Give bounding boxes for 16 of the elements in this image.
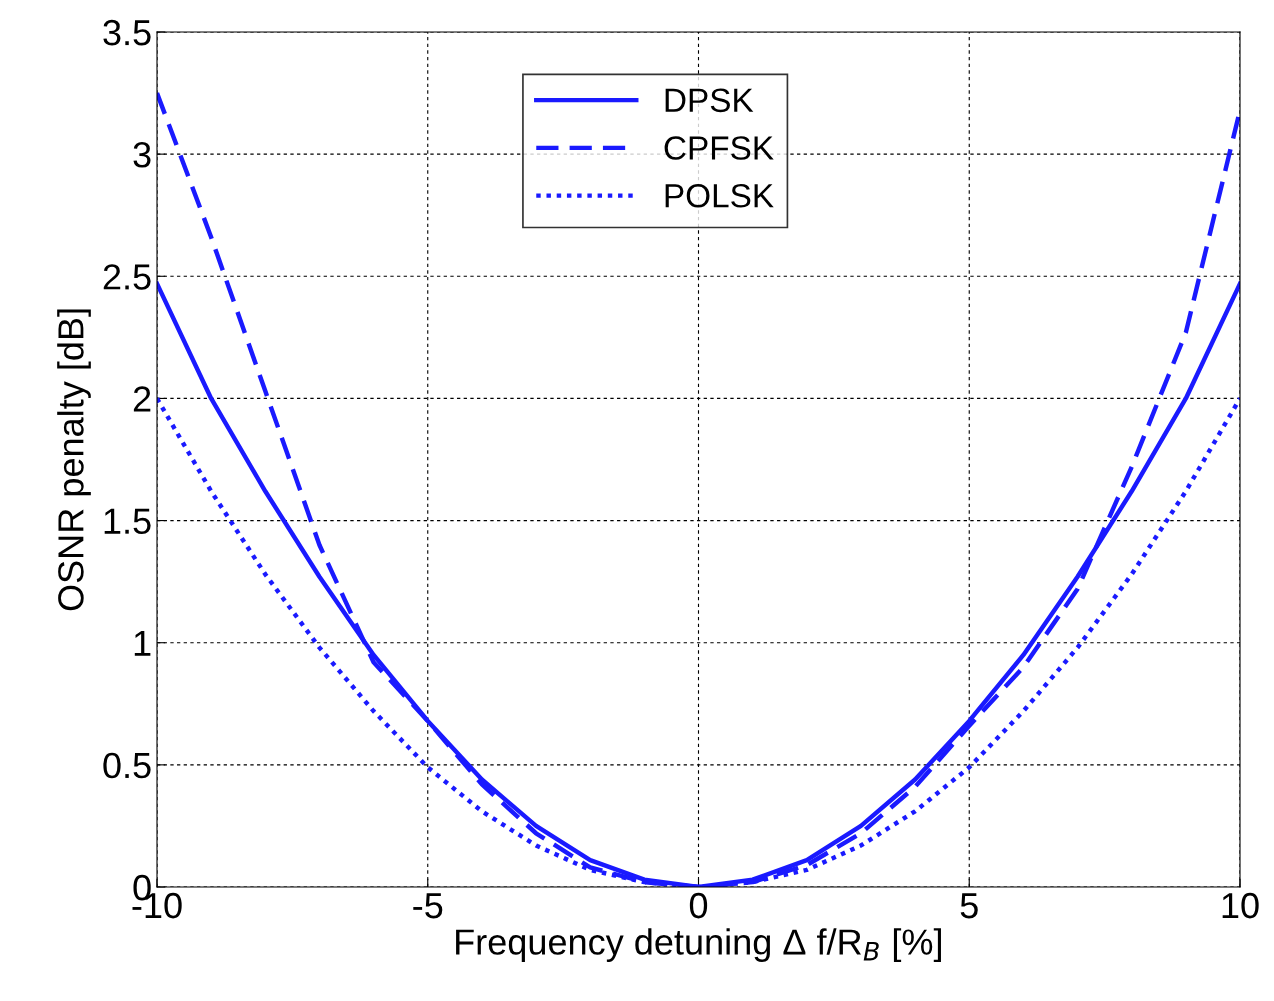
legend-label: POLSK bbox=[665, 184, 774, 208]
x-tick-label: 0 bbox=[689, 892, 708, 919]
y-tick-label: 2 bbox=[133, 386, 151, 412]
y-tick-label: 1.5 bbox=[104, 508, 151, 535]
y-tick-label: 3 bbox=[133, 142, 151, 168]
x-tick-label: 5 bbox=[960, 893, 978, 919]
y-tick-label: 2.5 bbox=[103, 264, 151, 290]
x-tick-label: -5 bbox=[413, 893, 443, 919]
x-axis-title: Frequency detuning Δ f/R$_{B}$ [%] bbox=[456, 928, 941, 962]
legend-label: DPSK bbox=[665, 88, 754, 113]
y-axis-title: OSNR penalty [dB] bbox=[57, 309, 91, 611]
y-tick-label: 0.5 bbox=[103, 752, 151, 779]
y-tick-label: 3.5 bbox=[103, 19, 151, 46]
legend-label: CPFSK bbox=[664, 136, 774, 160]
x-tick-label: 10 bbox=[1222, 892, 1259, 919]
y-tick-label: 1 bbox=[134, 630, 151, 656]
